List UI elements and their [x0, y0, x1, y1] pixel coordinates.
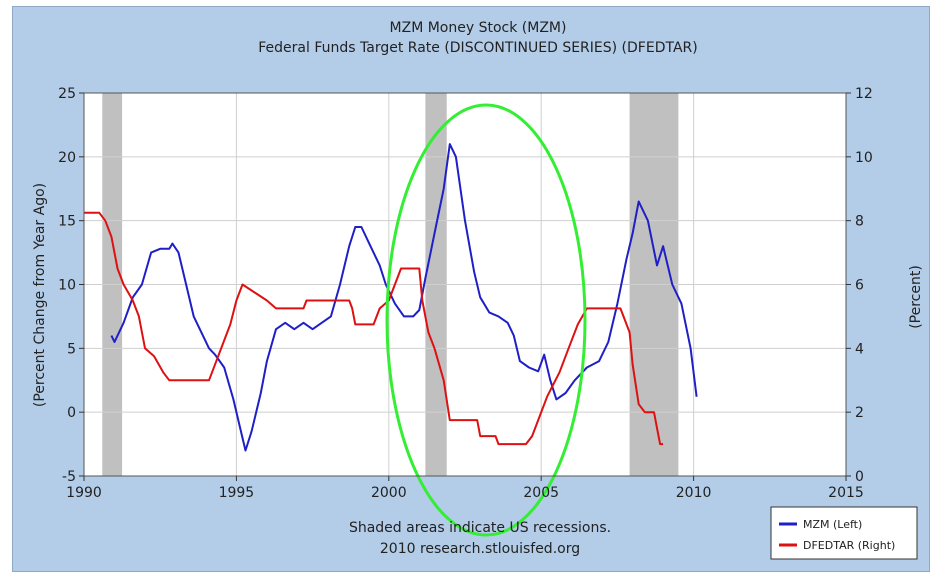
y-right-tick-label-6: 12 [855, 86, 873, 102]
chart-subtitle: Federal Funds Target Rate (DISCONTINUED … [258, 40, 697, 56]
series-line-dfedtar [84, 211, 664, 446]
y-left-tick-label-5: 20 [58, 150, 76, 166]
series-lines [84, 143, 698, 452]
y-right-tick-label-0: 0 [855, 469, 864, 485]
y-left-tick-label-1: 0 [67, 405, 76, 421]
y-axis-left-label: (Percent Change from Year Ago) [32, 183, 48, 407]
chart-frame: MZM Money Stock (MZM) Federal Funds Targ… [12, 6, 930, 572]
x-tick-label-4: 2010 [676, 485, 712, 501]
y-left-tick-label-0: -5 [62, 469, 76, 485]
x-tick-label-3: 2005 [523, 485, 559, 501]
axes: 1990 1995 2000 2005 2010 2015 -5 0 5 10 15 20 25 0 2 4 6… [58, 86, 873, 501]
highlight-ellipse [385, 103, 587, 537]
y-left-tick-label-4: 15 [58, 214, 76, 230]
y-left-tick-label-3: 10 [58, 278, 76, 294]
y-axis-right-label: (Percent) [908, 265, 924, 329]
y-right-tick-label-1: 2 [855, 405, 864, 421]
highlight-annotation [385, 103, 587, 537]
x-tick-label-5: 2015 [828, 485, 864, 501]
y-left-tick-label-6: 25 [58, 86, 76, 102]
chart-title: MZM Money Stock (MZM) [390, 20, 567, 36]
legend-label-dfedtar: DFEDTAR (Right) [803, 539, 895, 552]
chart-svg: MZM Money Stock (MZM) Federal Funds Targ… [32, 20, 924, 560]
footnote-source: 2010 research.stlouisfed.org [380, 541, 580, 557]
y-right-tick-label-5: 10 [855, 150, 873, 166]
x-tick-label-1: 1995 [219, 485, 255, 501]
footnote-recessions: Shaded areas indicate US recessions. [349, 520, 611, 536]
legend-box [770, 506, 918, 560]
y-right-tick-label-3: 6 [855, 278, 864, 294]
legend: MZM (Left) DFEDTAR (Right) [770, 506, 918, 560]
y-right-tick-label-2: 4 [855, 341, 864, 357]
y-right-tick-label-4: 8 [855, 214, 864, 230]
legend-label-mzm: MZM (Left) [803, 518, 862, 531]
series-line-mzm [110, 143, 698, 452]
x-tick-label-2: 2000 [371, 485, 407, 501]
y-left-tick-label-2: 5 [67, 341, 76, 357]
x-tick-label-0: 1990 [66, 485, 102, 501]
